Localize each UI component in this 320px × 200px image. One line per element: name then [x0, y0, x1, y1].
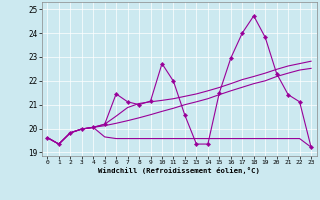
X-axis label: Windchill (Refroidissement éolien,°C): Windchill (Refroidissement éolien,°C) [98, 167, 260, 174]
